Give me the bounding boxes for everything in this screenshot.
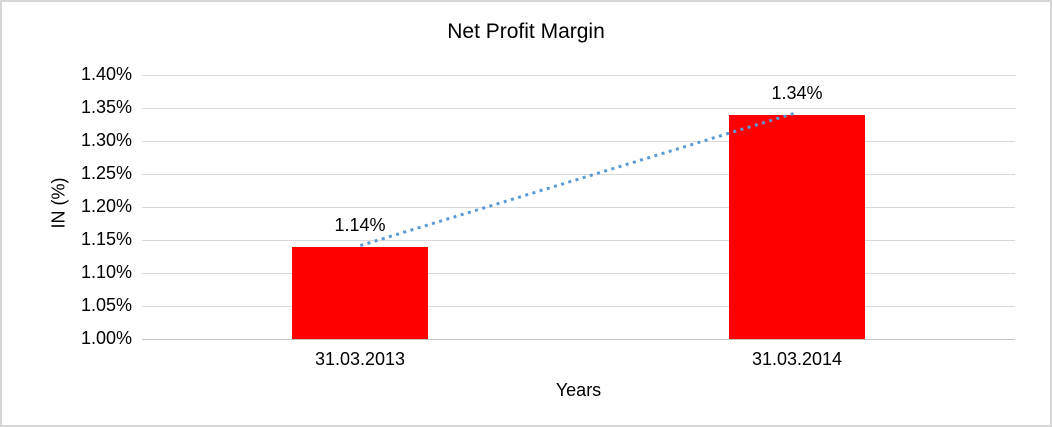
x-axis-tick-label: 31.03.2014 [751, 349, 843, 369]
y-gridline [142, 306, 1015, 307]
x-axis-line [142, 339, 1015, 340]
y-gridline [142, 174, 1015, 175]
bar-series-2 [729, 115, 865, 339]
x-axis-tick-label: 31.03.2013 [314, 349, 406, 369]
y-gridline [142, 108, 1015, 109]
y-gridline [142, 273, 1015, 274]
y-axis-tick-label: 1.20% [80, 196, 132, 216]
y-axis-tick-label: 1.40% [80, 64, 132, 84]
y-axis-tick-label: 1.10% [80, 262, 132, 282]
bar-value-label: 1.34% [771, 83, 823, 103]
y-gridline [142, 240, 1015, 241]
y-axis-tick-label: 1.25% [80, 163, 132, 183]
y-axis-tick-label: 1.05% [80, 295, 132, 315]
y-gridline [142, 75, 1015, 76]
x-axis-title: Years [555, 380, 602, 400]
y-axis-tick-label: 1.15% [80, 229, 132, 249]
bar-series-1 [292, 247, 428, 339]
y-gridline [142, 207, 1015, 208]
y-gridline [142, 141, 1015, 142]
y-axis-tick-label: 1.30% [80, 130, 132, 150]
y-axis-tick-label: 1.35% [80, 97, 132, 117]
chart-title: Net Profit Margin [447, 20, 605, 43]
y-axis-tick-label: 1.00% [80, 328, 132, 348]
bar-value-label: 1.14% [334, 215, 386, 235]
